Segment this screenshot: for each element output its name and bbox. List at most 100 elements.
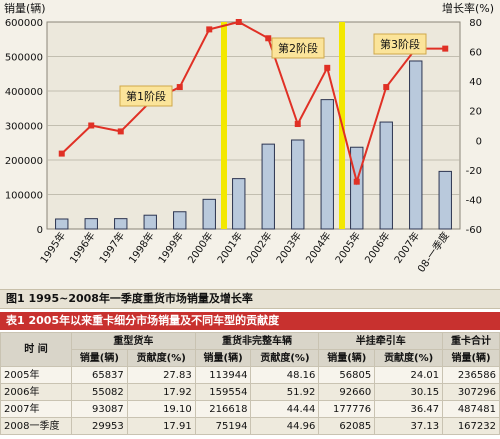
y2-tick-label: 0 xyxy=(476,136,482,147)
table-cell: 2007年 xyxy=(0,400,72,418)
growth-point xyxy=(206,26,213,33)
phase-label-2: 第2阶段 xyxy=(278,41,318,55)
y2-tick-label: -20 xyxy=(466,166,482,177)
table-cell: 2006年 xyxy=(0,383,72,401)
y2-tick-label: 80 xyxy=(469,18,482,29)
table-cell: 37.13 xyxy=(374,417,444,435)
table-cell: 44.44 xyxy=(250,400,320,418)
phase-label-3-box: 第3阶段 xyxy=(373,33,427,55)
table-cell: 56805 xyxy=(318,366,376,384)
y2-axis-label: 增长率(%) xyxy=(442,1,494,15)
y-tick-label: 600000 xyxy=(5,18,43,29)
x-tick-label: 1996年 xyxy=(67,229,98,265)
header-group-heavy-truck: 重型货车 xyxy=(71,332,196,350)
figure-caption: 图1 1995~2008年一季度重货市场销量及增长率 xyxy=(0,289,500,309)
chart-area: 销量(辆) 增长率(%) 0 100000 200000 300000 400000 50… xyxy=(0,0,500,289)
bar xyxy=(438,170,452,230)
growth-point xyxy=(58,150,65,157)
y-tick-labels: 0 100000 200000 300000 400000 500000 600000 xyxy=(5,18,43,236)
bar xyxy=(173,211,187,230)
subheader-contribution: 贡献度(%) xyxy=(250,349,320,367)
y-tick-label: 100000 xyxy=(5,191,43,202)
growth-point xyxy=(442,45,449,52)
header-group-incomplete: 重货非完整车辆 xyxy=(194,332,320,350)
table-cell: 17.92 xyxy=(126,383,196,401)
table-cell: 93087 xyxy=(71,400,128,418)
phase-label-2-box: 第2阶段 xyxy=(271,37,325,59)
x-tick-label: 2004年 xyxy=(303,229,334,265)
growth-point xyxy=(353,178,360,185)
bar xyxy=(84,218,98,230)
y2-tick-label: -40 xyxy=(466,195,482,206)
table-cell: 44.96 xyxy=(250,417,320,435)
table-cell: 29953 xyxy=(71,417,128,435)
x-tick-label: 1998年 xyxy=(126,229,157,265)
x-tick-labels: 1995年 1996年 1997年 1998年 1999年 2000年 2001年 2002年… xyxy=(37,229,451,274)
table-cell: 2005年 xyxy=(0,366,72,384)
y2-tick-label: 60 xyxy=(469,48,482,59)
x-tick-label: 2007年 xyxy=(391,229,422,265)
phase-divider xyxy=(221,22,227,229)
phase-label-3: 第3阶段 xyxy=(380,37,420,51)
y2-tick-label: -60 xyxy=(466,225,482,236)
y-tick-label: 200000 xyxy=(5,156,43,167)
table-cell: 30.15 xyxy=(374,383,444,401)
x-tick-label: 2000年 xyxy=(185,229,216,265)
table-cell: 51.92 xyxy=(250,383,320,401)
table-cell: 159554 xyxy=(194,383,252,401)
growth-point xyxy=(383,84,390,91)
growth-point xyxy=(265,35,272,42)
table-row: 2006年 55082 17.92 159554 51.92 92660 30.… xyxy=(0,383,500,401)
header-group-tractor: 半挂牵引车 xyxy=(318,332,444,350)
bar xyxy=(350,146,364,230)
x-tick-label: 2001年 xyxy=(214,229,245,265)
table-cell: 19.10 xyxy=(126,400,196,418)
bar xyxy=(291,139,305,230)
x-tick-label: 2005年 xyxy=(332,229,363,265)
y-tick-label: 500000 xyxy=(5,53,43,64)
bar xyxy=(379,121,393,230)
table-row: 2008一季度 29953 17.91 75194 44.96 62085 37… xyxy=(0,417,500,435)
growth-line xyxy=(58,19,449,186)
table-cell: 177776 xyxy=(318,400,376,418)
x-tick-label: 1999年 xyxy=(155,229,186,265)
x-tick-label: 2006年 xyxy=(362,229,393,265)
subheader-total-sales: 销量(辆) xyxy=(442,349,500,367)
table-cell: 24.01 xyxy=(374,366,444,384)
table-cell: 36.47 xyxy=(374,400,444,418)
y2-tick-labels: -60 -40 -20 0 20 40 60 80 xyxy=(466,18,482,236)
y2-tick-label: 20 xyxy=(469,107,482,118)
table-title: 表1 2005年以来重卡细分市场销量及不同车型的贡献度 xyxy=(0,312,500,330)
data-table: 时 间 重型货车 重货非完整车辆 半挂牵引车 重卡合计 销量(辆) 贡献度(%)… xyxy=(0,332,500,435)
subheader-sales: 销量(辆) xyxy=(318,349,376,367)
y-tick-label: 0 xyxy=(37,225,43,236)
table-cell: 216618 xyxy=(194,400,252,418)
table-cell: 113944 xyxy=(194,366,252,384)
header-group-total: 重卡合计 xyxy=(442,332,500,350)
subheader-contribution: 贡献度(%) xyxy=(126,349,196,367)
y-tick-label: 300000 xyxy=(5,122,43,133)
growth-point xyxy=(324,64,331,71)
header-time: 时 间 xyxy=(0,332,72,367)
table-cell: 167232 xyxy=(442,417,500,435)
subheader-contribution: 贡献度(%) xyxy=(374,349,444,367)
table-cell: 48.16 xyxy=(250,366,320,384)
bar xyxy=(320,99,334,230)
subheader-sales: 销量(辆) xyxy=(71,349,128,367)
table-cell: 92660 xyxy=(318,383,376,401)
y-axis-label: 销量(辆) xyxy=(4,1,46,15)
phase-label-1-box: 第1阶段 xyxy=(119,85,173,107)
bars xyxy=(55,60,452,230)
y2-tick-label: 40 xyxy=(469,77,482,88)
x-tick-label: 2003年 xyxy=(273,229,304,265)
bar xyxy=(55,218,69,230)
table-cell: 27.83 xyxy=(126,366,196,384)
subheader-sales: 销量(辆) xyxy=(194,349,252,367)
table-cell: 487481 xyxy=(442,400,500,418)
growth-line-path xyxy=(61,20,446,186)
table-cell: 236586 xyxy=(442,366,500,384)
bar-line-chart: 销量(辆) 增长率(%) 0 100000 200000 300000 400000 50… xyxy=(4,1,494,275)
bar xyxy=(232,178,246,230)
growth-point xyxy=(235,19,242,25)
